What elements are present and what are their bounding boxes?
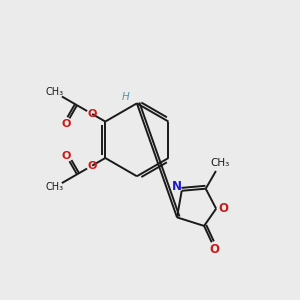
Text: CH₃: CH₃	[46, 182, 64, 192]
Text: O: O	[88, 160, 97, 171]
Text: O: O	[88, 109, 97, 119]
Text: O: O	[61, 151, 71, 161]
Text: CH₃: CH₃	[211, 158, 230, 168]
Text: CH₃: CH₃	[46, 87, 64, 98]
Text: N: N	[172, 180, 182, 193]
Text: O: O	[61, 119, 71, 129]
Text: O: O	[209, 243, 219, 256]
Text: H: H	[122, 92, 130, 102]
Text: O: O	[218, 202, 228, 215]
